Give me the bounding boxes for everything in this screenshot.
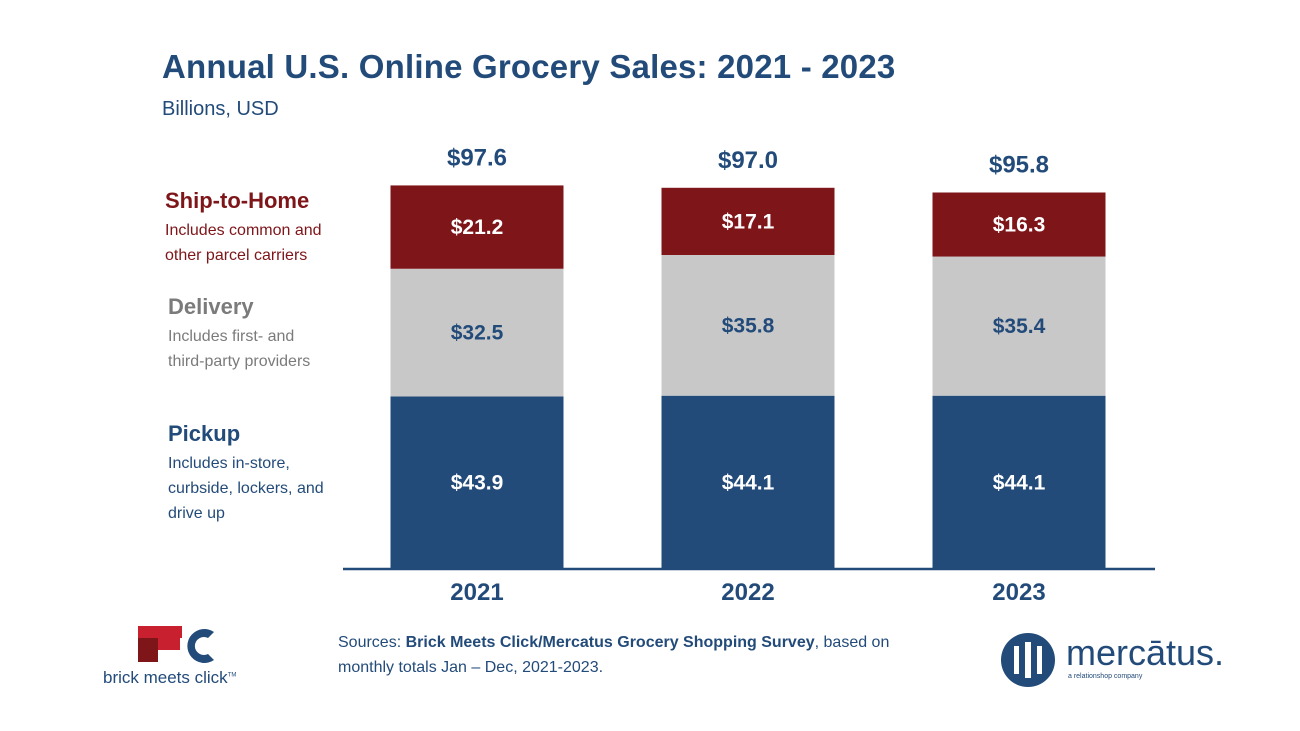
- legend-ship-to-home: Ship-to-Home Includes common and other p…: [165, 188, 322, 268]
- bmc-text: brick meets click: [103, 668, 228, 687]
- x-tick-label-2021: 2021: [450, 579, 503, 606]
- bmc-tm: TM: [227, 672, 237, 679]
- mercatus-tagline: a relationshop company: [1068, 673, 1143, 680]
- chart-title: Annual U.S. Online Grocery Sales: 2021 -…: [162, 48, 896, 85]
- bar-segment-ship-to-home-2023: [932, 192, 1106, 257]
- bar-segment-delivery-2022: [661, 254, 835, 396]
- legend-delivery: Delivery Includes first- and third-party…: [168, 294, 310, 374]
- chart-subtitle: Billions, USD: [162, 98, 279, 120]
- legend-delivery-desc-line2: third-party providers: [168, 353, 311, 370]
- sources-rest: , based on: [814, 634, 890, 651]
- bar-segment-pickup-2022: [661, 395, 835, 569]
- brick-meets-click-logo-icon: [138, 626, 214, 663]
- sources-line1: Sources: Brick Meets Click/Mercatus Groc…: [338, 630, 889, 655]
- bar-segment-pickup-2023: [932, 395, 1106, 569]
- data-label-ship-to-home-2023: $16.3: [993, 214, 1046, 237]
- bar-segment-delivery-2021: [390, 268, 564, 397]
- sources-line2: monthly totals Jan – Dec, 2021-2023.: [338, 659, 604, 676]
- data-label-pickup-2021: $43.9: [451, 472, 504, 495]
- legend-pickup-desc-line3: drive up: [168, 505, 225, 522]
- data-label-pickup-2022: $44.1: [722, 471, 775, 494]
- legend-ship-name: Ship-to-Home: [165, 188, 310, 213]
- data-label-ship-to-home-2021: $21.2: [451, 216, 504, 239]
- legend-ship-desc-line1: Includes common and: [165, 222, 322, 239]
- legend-pickup: Pickup Includes in-store, curbside, lock…: [168, 421, 324, 526]
- mercatus-logo-icon: [1001, 633, 1055, 687]
- total-label-2022: $97.0: [718, 147, 778, 174]
- data-label-ship-to-home-2022: $17.1: [722, 210, 775, 233]
- mercatus-wordmark: mercātus.: [1066, 632, 1225, 673]
- data-label-delivery-2023: $35.4: [993, 315, 1046, 338]
- data-label-delivery-2022: $35.8: [722, 314, 775, 337]
- brick-meets-click-wordmark: brick meets clickTM: [103, 668, 236, 688]
- legend-ship-desc: Includes common and other parcel carrier…: [165, 218, 322, 268]
- legend-pickup-desc-line2: curbside, lockers, and: [168, 480, 324, 497]
- bar-segment-delivery-2023: [932, 256, 1106, 396]
- bar-segment-ship-to-home-2022: [661, 187, 835, 255]
- sources-note: Sources: Brick Meets Click/Mercatus Groc…: [338, 630, 889, 680]
- legend-delivery-desc: Includes first- and third-party provider…: [168, 324, 310, 374]
- x-tick-label-2023: 2023: [992, 579, 1045, 606]
- legend-ship-desc-line2: other parcel carriers: [165, 247, 308, 264]
- sources-label: Sources:: [338, 634, 402, 651]
- legend-pickup-name: Pickup: [168, 421, 241, 446]
- bar-segment-ship-to-home-2021: [390, 185, 564, 269]
- legend-delivery-desc-line1: Includes first- and: [168, 328, 295, 345]
- data-label-delivery-2021: $32.5: [451, 322, 504, 345]
- total-label-2023: $95.8: [989, 152, 1049, 179]
- x-tick-label-2022: 2022: [721, 579, 774, 606]
- legend-pickup-desc: Includes in-store, curbside, lockers, an…: [168, 451, 324, 526]
- data-label-pickup-2023: $44.1: [993, 471, 1046, 494]
- total-label-2021: $97.6: [447, 144, 507, 171]
- sources-survey-name: Brick Meets Click/Mercatus Grocery Shopp…: [405, 634, 815, 651]
- bar-segment-pickup-2021: [390, 396, 564, 569]
- legend-delivery-name: Delivery: [168, 294, 254, 319]
- legend-pickup-desc-line1: Includes in-store,: [168, 455, 290, 472]
